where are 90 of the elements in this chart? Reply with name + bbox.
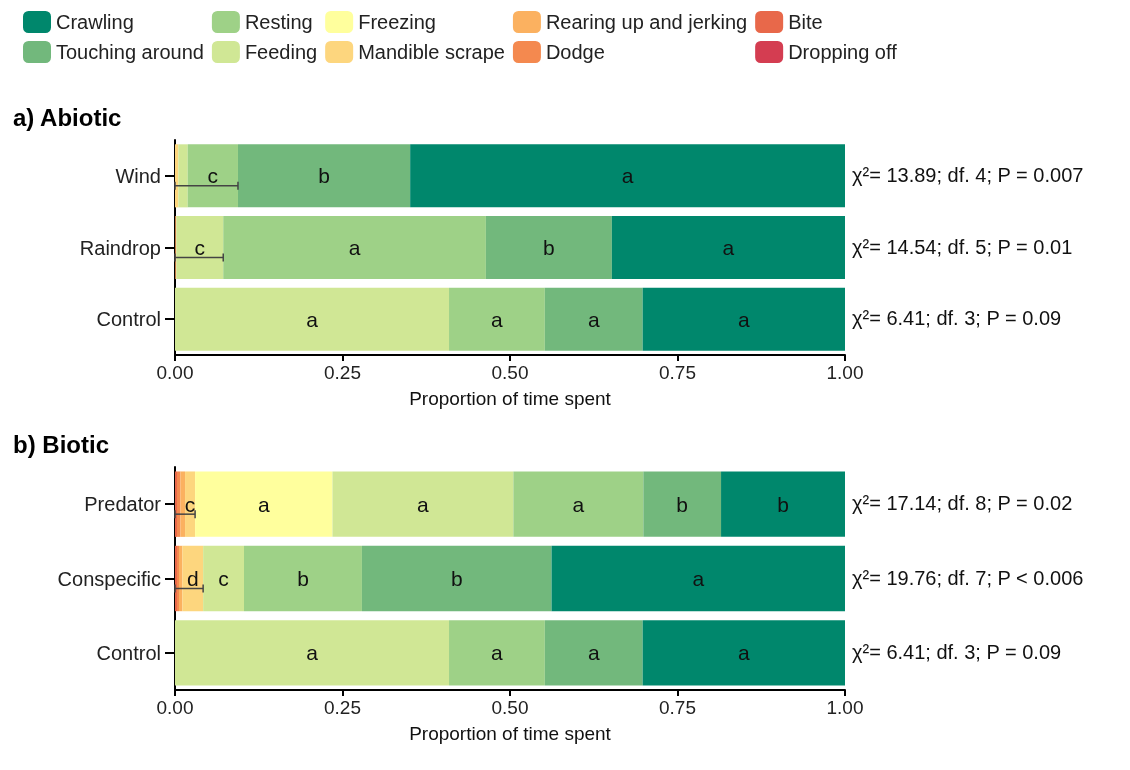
- data-label: d: [186, 567, 199, 590]
- bar: [485, 215, 612, 280]
- data-label: c: [194, 236, 206, 259]
- legend-label: Freezing: [358, 11, 436, 33]
- y-tick-label: Wind: [115, 164, 161, 187]
- data-label: a: [692, 567, 705, 590]
- bar: [513, 471, 644, 537]
- text: χ²= 6.41; df. 3; P = 0.09: [852, 640, 1062, 663]
- bar: [611, 215, 845, 280]
- text: χ²= 6.41; df. 3; P = 0.09: [852, 307, 1062, 330]
- x-tick-label: 0.25: [324, 362, 361, 383]
- data-label: c: [184, 492, 196, 516]
- data-label: a: [348, 236, 361, 259]
- bar: [643, 471, 722, 537]
- data-label: b: [318, 164, 330, 188]
- x-axis-title: Proportion of time spent: [409, 388, 612, 409]
- data-label: a: [572, 492, 585, 516]
- chart-title: a) Abiotic: [13, 103, 122, 131]
- data-label: a: [257, 492, 270, 516]
- text: χ²= 13.89; df. 4; P = 0.007: [852, 163, 1084, 186]
- bar: [176, 215, 224, 280]
- x-axis-title: Proportion of time spent: [409, 723, 612, 744]
- data-label: a: [417, 492, 430, 516]
- data-label: b: [297, 567, 309, 590]
- bar: [544, 287, 643, 351]
- legend-label: Touching around: [56, 41, 204, 63]
- x-tick-label: 0.25: [324, 697, 361, 718]
- bar: [195, 471, 333, 537]
- y-tick-label: Control: [96, 641, 161, 664]
- bar: [449, 620, 545, 686]
- data-label: a: [722, 236, 735, 259]
- legend-label: Crawling: [56, 11, 134, 33]
- x-tick-label: 0.00: [156, 697, 194, 718]
- bar: [182, 545, 204, 612]
- bar: [187, 144, 238, 208]
- x-tick-label: 1.00: [826, 362, 864, 383]
- bar: [642, 287, 845, 351]
- bar: [332, 471, 514, 537]
- y-tick-label: Control: [96, 308, 161, 331]
- chart-title: b) Biotic: [13, 430, 109, 458]
- x-tick-label: 1.00: [826, 697, 864, 718]
- data-label: a: [306, 641, 319, 665]
- legend-label: Dodge: [545, 41, 605, 63]
- data-label: b: [450, 567, 463, 590]
- x-tick-label: 0.75: [659, 697, 696, 718]
- text: χ²= 14.54; df. 5; P = 0.01: [852, 235, 1073, 258]
- bar: [203, 545, 245, 612]
- legend-label: Resting: [244, 11, 313, 33]
- x-tick-label: 0.75: [659, 362, 696, 383]
- text: χ²= 17.14; df. 8; P = 0.02: [852, 492, 1073, 515]
- bar: [551, 545, 845, 612]
- data-label: c: [207, 164, 219, 188]
- legend-label: Mandible scrape: [358, 41, 505, 63]
- bar: [361, 545, 552, 612]
- bar: [175, 287, 450, 351]
- bar: [642, 620, 845, 686]
- bar: [223, 215, 486, 280]
- bar: [721, 471, 845, 537]
- data-label: a: [491, 641, 504, 665]
- bar: [178, 144, 188, 208]
- bar: [237, 144, 411, 208]
- legend-label: Feeding: [244, 41, 318, 63]
- legend-label: Bite: [788, 11, 823, 33]
- data-label: b: [543, 236, 555, 259]
- data-label: b: [777, 492, 789, 516]
- legend-label: Dropping off: [788, 41, 898, 63]
- data-label: a: [737, 641, 750, 665]
- x-tick-label: 0.00: [156, 362, 194, 383]
- data-label: a: [587, 307, 600, 331]
- y-tick-label: Raindrop: [79, 236, 161, 259]
- data-label: c: [218, 567, 229, 590]
- data-label: a: [491, 307, 504, 331]
- data-label: a: [621, 164, 634, 188]
- y-tick-label: Conspecific: [57, 567, 161, 590]
- data-label: a: [587, 641, 600, 665]
- text: χ²= 19.76; df. 7; P < 0.006: [852, 566, 1084, 589]
- data-label: b: [676, 492, 689, 516]
- bar: [449, 287, 545, 351]
- bar: [180, 471, 186, 537]
- bar: [185, 471, 196, 537]
- bar: [544, 620, 643, 686]
- bar: [410, 144, 845, 208]
- y-tick-label: Predator: [84, 493, 162, 516]
- bar: [175, 620, 450, 686]
- x-tick-label: 0.50: [491, 697, 529, 718]
- legend-label: Rearing up and jerking: [545, 11, 748, 33]
- x-tick-label: 0.50: [491, 362, 529, 383]
- bar: [244, 545, 362, 612]
- data-label: a: [306, 307, 319, 331]
- data-label: a: [737, 307, 750, 331]
